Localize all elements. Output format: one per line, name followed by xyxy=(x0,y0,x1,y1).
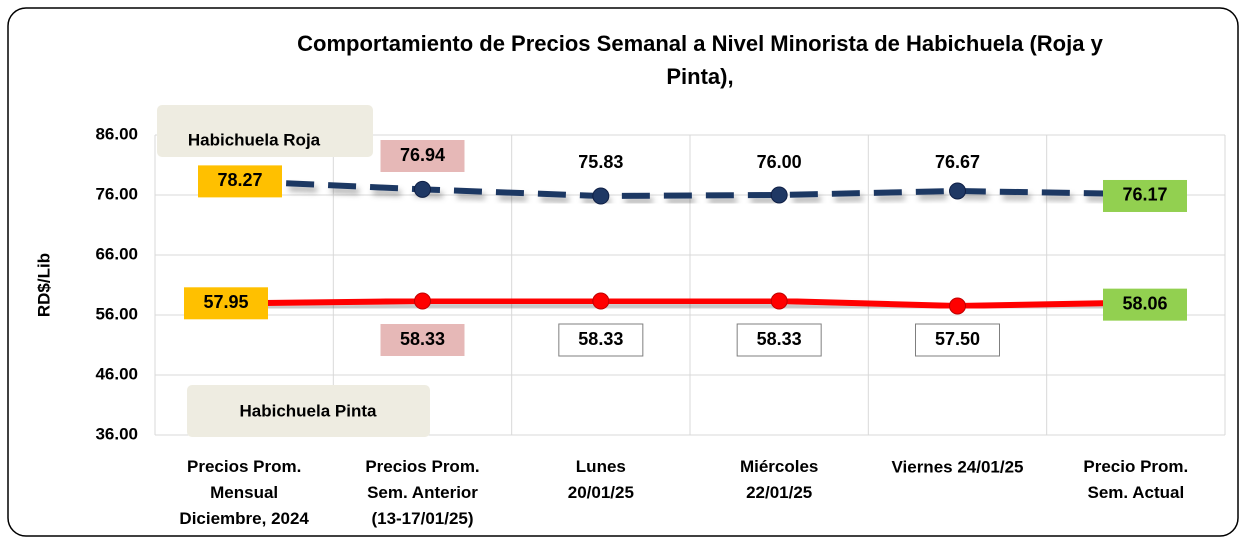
legend-label: Habichuela Pinta xyxy=(240,401,378,420)
data-label: 58.06 xyxy=(1122,293,1167,313)
data-label: 76.94 xyxy=(400,145,445,165)
data-label: 58.33 xyxy=(757,329,802,349)
series-line xyxy=(244,178,1136,200)
marker xyxy=(770,186,788,204)
legend-box xyxy=(187,385,430,437)
chart-title: Comportamiento de Precios Semanal a Nive… xyxy=(297,31,1103,89)
y-tick-label: 66.00 xyxy=(95,244,138,263)
y-tick-label: 46.00 xyxy=(95,364,138,383)
data-label: 58.33 xyxy=(400,329,445,349)
x-tick-label: Precios Prom. Sem. Anterior (13-17/01/25) xyxy=(365,457,479,528)
marker xyxy=(949,182,966,200)
data-label-box xyxy=(184,287,268,320)
x-tick-label: Precios Prom. Mensual Diciembre, 2024 xyxy=(179,457,309,528)
y-tick-label: 56.00 xyxy=(95,304,138,323)
y-axis-label: RD$/Lib xyxy=(34,253,53,317)
data-label: 78.27 xyxy=(217,170,262,190)
data-label-box xyxy=(558,323,644,357)
y-tick-label: 76.00 xyxy=(95,184,138,203)
data-label-box xyxy=(380,140,465,172)
legend-label: Habichuela Roja xyxy=(188,130,321,149)
data-label-box xyxy=(1103,288,1187,321)
data-label: 76.17 xyxy=(1122,185,1167,205)
marker xyxy=(770,292,788,310)
data-label-box xyxy=(1103,179,1187,212)
data-label: 76.00 xyxy=(757,152,802,172)
marker xyxy=(949,297,966,315)
legend-box xyxy=(157,105,373,157)
data-label: 57.95 xyxy=(203,292,248,312)
data-label: 57.50 xyxy=(935,329,980,349)
marker xyxy=(592,292,610,310)
series-line xyxy=(244,298,1136,310)
data-label: 58.33 xyxy=(578,329,623,349)
x-tick-label: Precio Prom. Sem. Actual xyxy=(1083,457,1188,502)
marker xyxy=(592,187,610,205)
data-label: 76.67 xyxy=(935,152,980,172)
x-tick-label: Lunes 20/01/25 xyxy=(568,457,634,502)
data-label-box xyxy=(380,324,465,356)
x-tick-label: Viernes 24/01/25 xyxy=(891,457,1023,476)
y-tick-label: 86.00 xyxy=(95,124,138,143)
data-label: 75.83 xyxy=(578,152,623,172)
marker xyxy=(414,180,431,198)
data-label-box xyxy=(915,323,1000,357)
x-tick-label: Miércoles 22/01/25 xyxy=(740,457,818,502)
data-label-box xyxy=(198,165,282,198)
data-label-box xyxy=(736,323,822,357)
y-tick-label: 36.00 xyxy=(95,424,138,443)
marker xyxy=(414,292,431,310)
